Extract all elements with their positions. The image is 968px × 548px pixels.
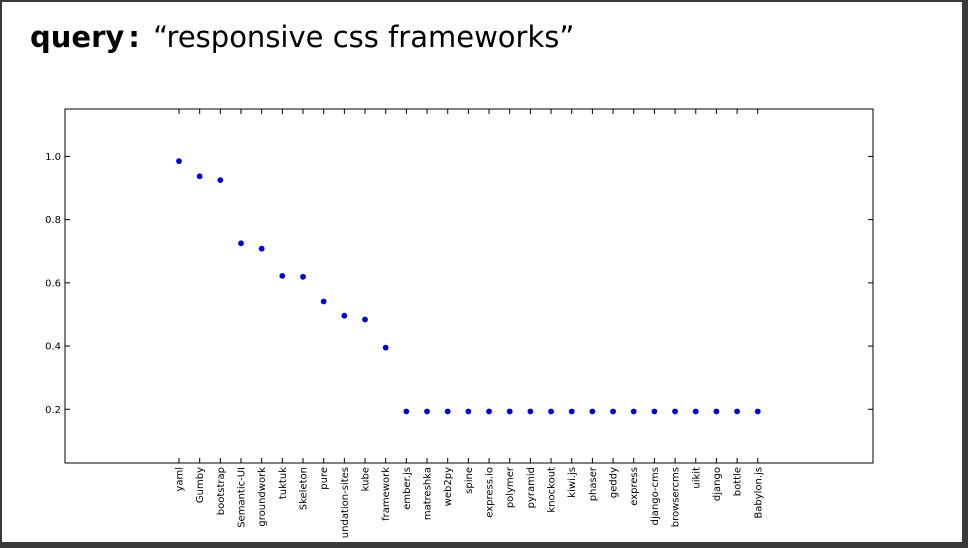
title-label: query: [30, 20, 125, 54]
x-tick-label: django-cms: [650, 467, 661, 525]
scatter-chart: 0.2 0.4 0.6 0.8 1.0 yaml Gumby bootstrap Semant…: [45, 108, 874, 538]
x-tick-label: uikit: [691, 467, 702, 489]
x-tick-label: django: [712, 467, 723, 501]
y-tick-label: 0.2: [45, 405, 61, 416]
data-point: [444, 408, 451, 415]
data-point: [341, 312, 348, 319]
data-point: [589, 408, 596, 415]
data-point: [258, 245, 265, 252]
data-point: [672, 408, 678, 415]
x-tick-label: framework: [381, 467, 392, 521]
data-point: [424, 408, 430, 415]
data-point: [176, 158, 182, 165]
x-tick-label: kiwi.js: [567, 467, 578, 498]
x-tick-label: bottle: [733, 467, 744, 496]
x-tick-label: undation-sites: [340, 467, 351, 538]
x-tick-label: polymer: [505, 466, 516, 508]
data-point: [734, 408, 740, 415]
x-tick-label: express: [629, 467, 640, 506]
data-point: [713, 408, 720, 415]
data-point: [527, 408, 534, 415]
x-tick-label: phaser: [588, 466, 599, 501]
data-point: [196, 173, 203, 180]
data-point: [362, 316, 368, 323]
x-tick-label: Semantic-UI: [237, 467, 248, 528]
x-tick-label: Gumby: [195, 467, 206, 503]
x-tick-label: pyramid: [526, 467, 537, 508]
data-point: [465, 408, 472, 415]
data-point: [506, 408, 513, 415]
x-tick-label: geddy: [609, 467, 620, 498]
data-point: [320, 298, 327, 305]
x-tick-label: express.io: [485, 467, 496, 518]
x-tick-label: browsercms: [671, 467, 682, 527]
x-tick-label: pure: [319, 467, 330, 490]
x-tick-label: yaml: [175, 467, 186, 492]
y-tick-label: 0.8: [45, 215, 61, 226]
title-query: “responsive css frameworks”: [153, 20, 575, 54]
x-tick-label: matreshka: [423, 467, 434, 520]
data-point: [548, 408, 554, 415]
x-tick-label: spine: [464, 467, 475, 494]
x-tick-label: tuktuk: [278, 467, 289, 499]
y-tick-label: 0.6: [45, 278, 61, 289]
x-tick-label: bootstrap: [216, 467, 227, 515]
data-points: [176, 158, 761, 415]
data-point: [403, 408, 410, 415]
x-tick-label: kube: [361, 467, 372, 491]
data-point: [754, 408, 761, 415]
y-tick-label: 1.0: [45, 152, 61, 163]
data-point: [486, 408, 492, 415]
slide: query: “responsive css frameworks” 0.2 0.…: [2, 2, 962, 542]
plot-frame: [64, 108, 874, 464]
data-point: [279, 272, 286, 279]
data-point: [692, 408, 699, 415]
data-point: [630, 408, 637, 415]
x-tick-label: groundwork: [257, 467, 268, 527]
title-separator: :: [128, 20, 140, 54]
x-tick-label: web2py: [443, 467, 454, 506]
data-point: [568, 408, 575, 415]
data-point: [651, 408, 658, 415]
data-point: [300, 273, 306, 280]
data-point: [217, 177, 224, 184]
x-tick-label: Babylon.js: [753, 467, 764, 519]
data-point: [238, 240, 244, 247]
x-tick-label: ember.js: [402, 467, 413, 510]
y-axis: 0.2 0.4 0.6 0.8 1.0: [45, 152, 873, 416]
x-axis: yaml Gumby bootstrap Semantic-UI groundwork t…: [175, 109, 764, 538]
x-tick-label: Skeleton: [299, 467, 310, 510]
data-point: [610, 408, 616, 415]
data-point: [382, 344, 389, 351]
slide-title: query: “responsive css frameworks”: [30, 20, 574, 54]
y-tick-label: 0.4: [45, 342, 61, 353]
x-tick-label: knockout: [547, 467, 558, 513]
